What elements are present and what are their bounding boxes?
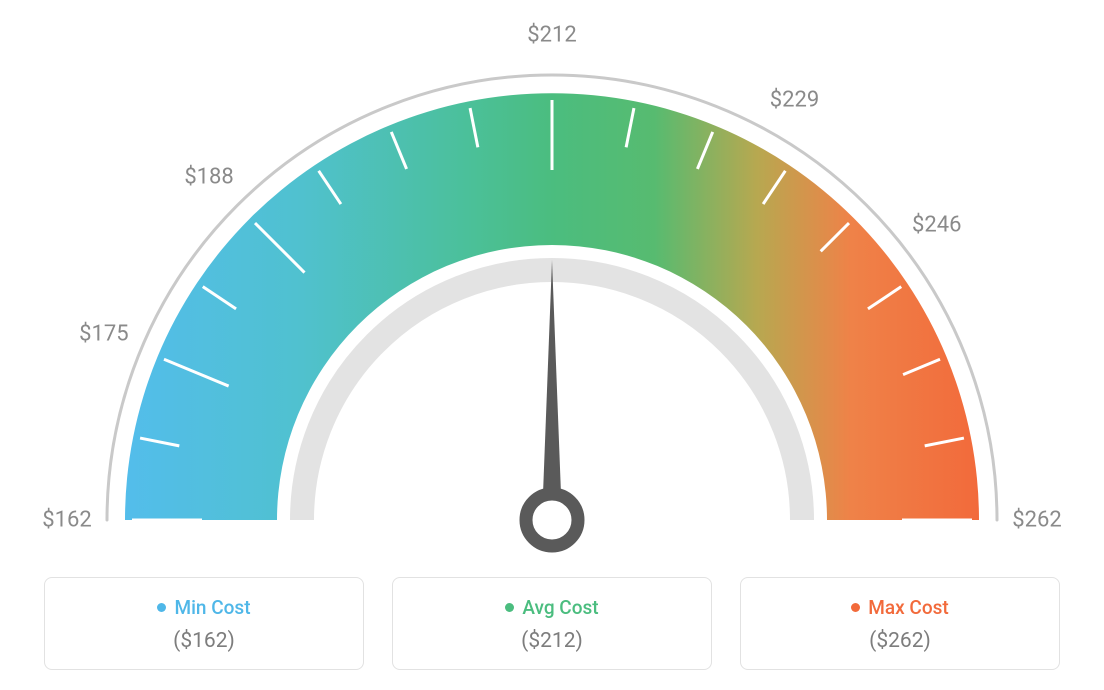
dot-icon-min — [157, 603, 166, 612]
legend-value-min: ($162) — [55, 629, 353, 653]
legend-row: Min Cost ($162) Avg Cost ($212) Max Cost… — [0, 577, 1104, 670]
dot-icon-max — [851, 603, 860, 612]
legend-value-avg: ($212) — [403, 629, 701, 653]
gauge-tick-label: $162 — [42, 508, 91, 533]
cost-gauge: $162 $175 $188 $212 $229 $246 $262 — [0, 0, 1104, 560]
legend-title-avg: Avg Cost — [505, 596, 598, 619]
dot-icon-avg — [505, 603, 514, 612]
legend-title-min-text: Min Cost — [174, 596, 250, 619]
legend-title-avg-text: Avg Cost — [522, 596, 598, 619]
gauge-tick-label: $212 — [527, 23, 576, 48]
legend-title-max: Max Cost — [851, 596, 948, 619]
legend-value-max: ($262) — [751, 629, 1049, 653]
legend-card-max: Max Cost ($262) — [740, 577, 1060, 670]
legend-card-avg: Avg Cost ($212) — [392, 577, 712, 670]
legend-title-min: Min Cost — [157, 596, 250, 619]
gauge-tick-label: $229 — [770, 87, 819, 112]
legend-card-min: Min Cost ($162) — [44, 577, 364, 670]
gauge-tick-label: $188 — [184, 165, 233, 190]
gauge-tick-label: $262 — [1012, 508, 1061, 533]
gauge-tick-label: $246 — [912, 212, 961, 237]
legend-title-max-text: Max Cost — [868, 596, 948, 619]
gauge-tick-label: $175 — [79, 322, 128, 347]
gauge-svg — [0, 0, 1104, 560]
